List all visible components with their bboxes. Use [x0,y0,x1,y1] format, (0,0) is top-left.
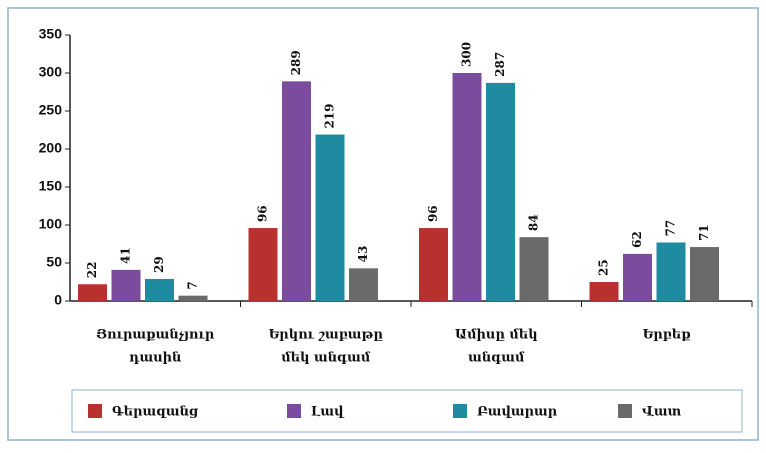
bar [519,237,549,301]
value-label: 287 [493,52,507,77]
bar [656,242,686,301]
y-tick-label: 100 [39,216,63,232]
legend-swatch [88,404,102,418]
y-tick-label: 0 [54,292,62,308]
y-tick-label: 350 [39,26,63,42]
value-label: 41 [119,247,133,264]
bar [78,284,107,301]
value-label: 62 [630,231,644,248]
value-label: 84 [527,214,541,231]
bar [282,81,311,301]
x-tick-label: Երկու շաբաթը [269,328,384,343]
value-label: 7 [186,281,200,289]
value-label: 96 [426,205,440,222]
bar [248,228,278,301]
value-label: 71 [697,224,711,241]
x-tick-label: Ամիսը մեկ [455,328,538,343]
value-label: 29 [152,256,166,273]
legend-swatch [453,404,467,418]
bar [145,278,174,301]
value-label: 25 [597,259,611,276]
bar [486,82,515,301]
bar [623,253,652,301]
bar [589,282,619,301]
x-tick-label: Երբեք [643,328,691,343]
y-tick-label: 250 [39,102,63,118]
bar [690,247,719,301]
value-label: 289 [289,50,303,75]
legend-label: Բավարար [477,405,558,420]
y-tick-label: 150 [39,178,63,194]
legend-label: Վատ [642,405,682,420]
y-tick-label: 300 [39,64,63,80]
x-tick-label: Յուրաքանչյուր [96,328,215,343]
x-tick-label: դասին [129,351,181,366]
legend-label: Գերազանց [112,405,199,420]
legend-swatch [287,404,301,418]
value-label: 77 [664,220,678,237]
value-label: 219 [323,103,337,128]
bar [452,73,482,301]
y-tick-label: 200 [39,140,63,156]
bar [349,268,378,301]
value-label: 22 [85,262,99,279]
y-tick-label: 50 [46,254,62,270]
value-label: 43 [356,246,370,263]
bar [111,269,141,301]
x-tick-label: անգամ [468,351,525,366]
legend-swatch [618,404,632,418]
value-label: 300 [460,42,474,67]
value-label: 96 [256,205,270,222]
bar [419,228,448,301]
bar [315,134,345,301]
bar [178,295,208,301]
legend-label: Լավ [311,405,345,420]
x-tick-label: մեկ անգամ [281,351,371,366]
frame [7,7,759,441]
